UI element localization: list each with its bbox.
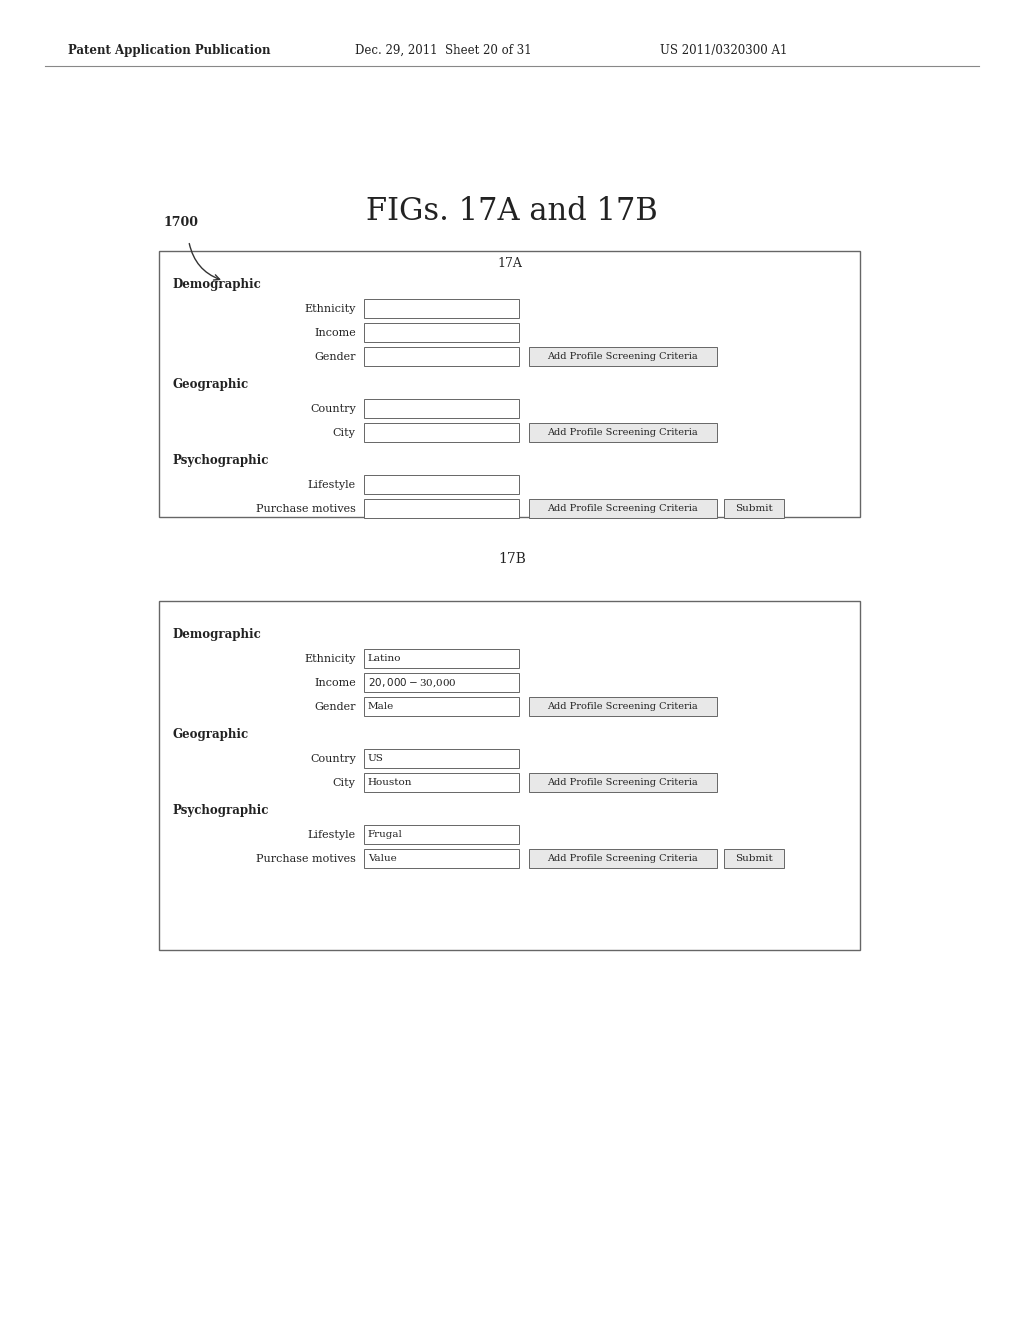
- Bar: [528, 499, 717, 519]
- Bar: [364, 673, 519, 692]
- Text: Value: Value: [368, 854, 396, 863]
- Text: Add Profile Screening Criteria: Add Profile Screening Criteria: [548, 504, 698, 513]
- Bar: [364, 399, 519, 418]
- Text: Add Profile Screening Criteria: Add Profile Screening Criteria: [548, 352, 698, 362]
- Text: Latino: Latino: [368, 655, 401, 663]
- Text: US: US: [368, 754, 384, 763]
- Text: Geographic: Geographic: [173, 729, 249, 741]
- Bar: [528, 849, 717, 869]
- Text: Income: Income: [314, 677, 355, 688]
- Bar: [724, 499, 783, 519]
- Text: Male: Male: [368, 702, 394, 711]
- Text: US 2011/0320300 A1: US 2011/0320300 A1: [660, 44, 787, 57]
- Text: FIGs. 17A and 17B: FIGs. 17A and 17B: [367, 195, 657, 227]
- Text: Psychographic: Psychographic: [173, 804, 269, 817]
- Bar: [364, 347, 519, 366]
- Text: Dec. 29, 2011  Sheet 20 of 31: Dec. 29, 2011 Sheet 20 of 31: [355, 44, 531, 57]
- Text: Gender: Gender: [314, 352, 355, 362]
- Text: Patent Application Publication: Patent Application Publication: [68, 44, 270, 57]
- Text: Frugal: Frugal: [368, 830, 402, 840]
- Bar: [364, 697, 519, 715]
- Text: Income: Income: [314, 327, 355, 338]
- Bar: [364, 323, 519, 342]
- Text: Add Profile Screening Criteria: Add Profile Screening Criteria: [548, 428, 698, 437]
- Bar: [364, 748, 519, 768]
- Text: Add Profile Screening Criteria: Add Profile Screening Criteria: [548, 702, 698, 711]
- Text: Submit: Submit: [735, 854, 772, 863]
- Text: Demographic: Demographic: [173, 628, 261, 642]
- Bar: [159, 251, 860, 517]
- Text: Add Profile Screening Criteria: Add Profile Screening Criteria: [548, 854, 698, 863]
- Bar: [528, 774, 717, 792]
- Bar: [724, 849, 783, 869]
- Text: City: City: [333, 428, 355, 438]
- Text: Psychographic: Psychographic: [173, 454, 269, 467]
- Text: 1700: 1700: [164, 216, 199, 230]
- Text: Purchase motives: Purchase motives: [256, 854, 355, 863]
- Text: Lifestyle: Lifestyle: [307, 829, 355, 840]
- Text: City: City: [333, 777, 355, 788]
- Text: Ethnicity: Ethnicity: [304, 653, 355, 664]
- Text: Ethnicity: Ethnicity: [304, 304, 355, 314]
- Bar: [364, 424, 519, 442]
- Bar: [364, 774, 519, 792]
- Bar: [528, 347, 717, 366]
- Text: 17B: 17B: [498, 552, 526, 566]
- Text: Demographic: Demographic: [173, 279, 261, 292]
- Text: Purchase motives: Purchase motives: [256, 504, 355, 513]
- Bar: [528, 424, 717, 442]
- Text: $20,000-$30,000: $20,000-$30,000: [368, 676, 457, 689]
- Bar: [364, 849, 519, 869]
- Bar: [528, 697, 717, 715]
- Text: Country: Country: [310, 404, 355, 413]
- Text: Add Profile Screening Criteria: Add Profile Screening Criteria: [548, 777, 698, 787]
- Bar: [364, 475, 519, 494]
- Text: Country: Country: [310, 754, 355, 763]
- Bar: [364, 825, 519, 843]
- Text: Geographic: Geographic: [173, 379, 249, 391]
- Text: 17A: 17A: [497, 257, 522, 271]
- Bar: [364, 649, 519, 668]
- Bar: [159, 601, 860, 950]
- Bar: [364, 499, 519, 519]
- Text: Submit: Submit: [735, 504, 772, 513]
- Text: Lifestyle: Lifestyle: [307, 479, 355, 490]
- Text: Houston: Houston: [368, 777, 413, 787]
- Bar: [364, 300, 519, 318]
- Text: Gender: Gender: [314, 702, 355, 711]
